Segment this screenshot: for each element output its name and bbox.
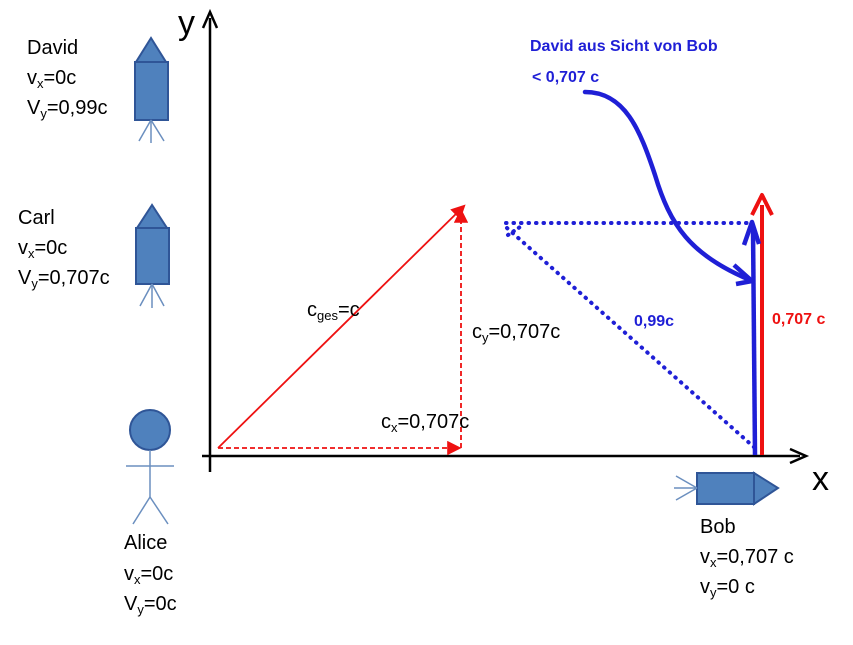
david-vy: Vy=0,99c (27, 97, 108, 121)
bob-rocket-icon (674, 471, 780, 506)
alice-name: Alice (124, 532, 168, 554)
blue-dotted-small (506, 225, 522, 237)
y-axis-label: y (178, 4, 195, 42)
blue-vertical-arrowhead (741, 219, 762, 246)
bob-vx: vx=0,707 c (700, 546, 794, 570)
blue-curve-arrow (582, 89, 753, 283)
carl-vx: vx=0c (18, 237, 68, 261)
david-vx: vx=0c (27, 67, 77, 91)
red-vertical-label: 0,707 c (772, 311, 826, 328)
carl-rocket-icon (135, 203, 170, 308)
bob-name: Bob (700, 516, 736, 538)
alice-vx: vx=0c (124, 563, 174, 587)
david-name: David (27, 37, 79, 59)
cx-label: cx=0,707c (381, 411, 470, 435)
x-axis-arrowhead (789, 447, 810, 465)
blue-diagonal-label: 0,99c (634, 313, 675, 330)
carl-vy: Vy=0,707c (18, 267, 110, 291)
alice-figure-icon (126, 409, 174, 525)
bob-vy: vy=0 c (700, 576, 755, 600)
david-view-title: David aus Sicht von Bob (530, 38, 718, 55)
red-vertical-arrowhead (750, 193, 774, 216)
blue-dotted-diagonal (505, 226, 757, 450)
cges-label: cges=c (307, 299, 360, 323)
carl-name: Carl (18, 207, 55, 229)
cy-label: cy=0,707c (472, 321, 561, 345)
cges-vector (217, 204, 466, 449)
alice-vy: Vy=0c (124, 593, 177, 617)
x-axis-label: x (812, 460, 829, 498)
david-rocket-icon (134, 36, 169, 143)
david-view-speed: < 0,707 c (532, 69, 600, 86)
blue-vertical-arrow (750, 227, 758, 456)
blue-curve-arrowhead (732, 263, 755, 287)
y-axis-arrowhead (201, 8, 219, 29)
